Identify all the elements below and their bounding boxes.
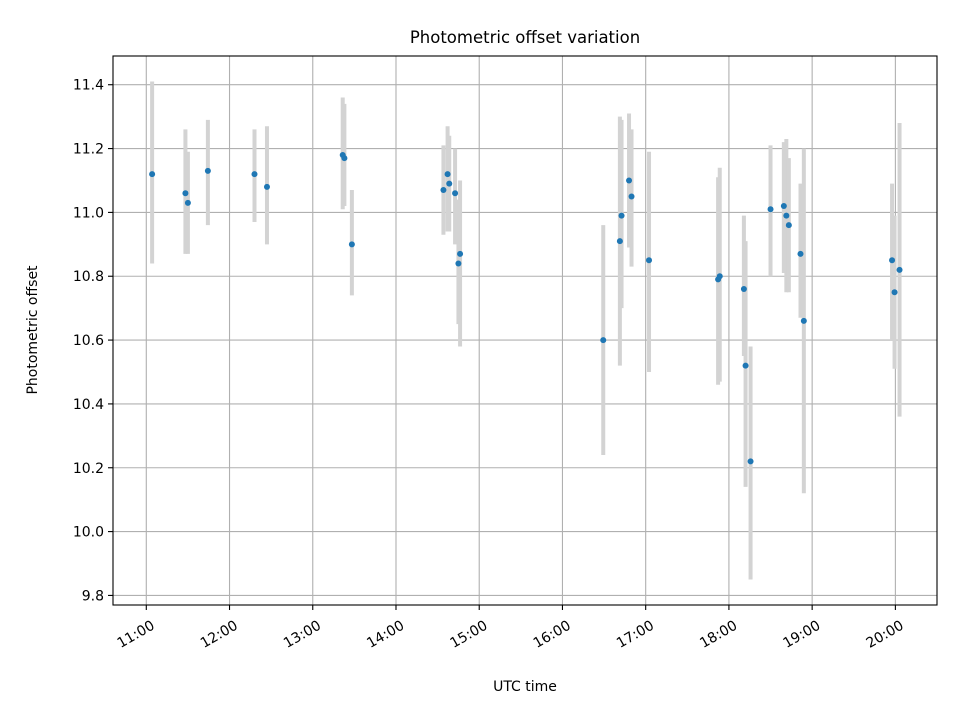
data-point: [444, 171, 451, 178]
data-point: [341, 155, 348, 162]
data-point: [747, 458, 754, 465]
data-point: [626, 177, 633, 184]
data-point: [889, 257, 896, 264]
data-point: [600, 337, 607, 344]
data-point: [797, 250, 804, 257]
x-axis-label: UTC time: [493, 679, 557, 695]
y-axis-ticks: 9.8 10.0 10.2 10.4 10.6 10.8 11.0 11.2 11.4: [73, 78, 113, 604]
data-point: [767, 206, 774, 213]
y-tick-label: 10.8: [73, 269, 104, 285]
data-point: [740, 286, 747, 293]
data-point: [891, 289, 898, 296]
x-tick-label: 11:00: [115, 618, 158, 652]
y-tick-label: 10.2: [73, 461, 104, 477]
y-tick-label: 11.4: [73, 78, 104, 94]
data-point: [348, 241, 355, 248]
data-point: [263, 183, 270, 190]
y-gridlines: [113, 84, 937, 596]
data-point: [785, 222, 792, 229]
x-axis-ticks: 11:00 12:00 13:00 14:00 15:00 16:00 17:00 18:00…: [115, 605, 907, 652]
data-point: [452, 190, 459, 197]
y-tick-label: 9.8: [82, 588, 104, 604]
y-axis-label: Photometric offset: [25, 265, 41, 395]
data-point: [251, 171, 258, 178]
data-point: [780, 203, 787, 210]
x-tick-label: 13:00: [281, 618, 324, 652]
data-point: [455, 260, 462, 267]
data-points: [149, 151, 903, 465]
data-point: [800, 317, 807, 324]
data-point: [896, 266, 903, 273]
x-tick-label: 20:00: [864, 618, 907, 652]
x-tick-label: 16:00: [531, 618, 574, 652]
x-tick-label: 12:00: [198, 618, 241, 652]
x-tick-label: 17:00: [614, 618, 657, 652]
x-tick-label: 19:00: [780, 618, 823, 652]
y-tick-label: 10.6: [73, 333, 104, 349]
data-point: [149, 171, 156, 178]
x-tick-label: 15:00: [448, 618, 491, 652]
data-point: [440, 187, 447, 194]
y-tick-label: 11.2: [73, 142, 104, 158]
error-bars: [150, 81, 902, 580]
plot-frame: [112, 55, 938, 606]
data-point: [742, 362, 749, 369]
y-tick-label: 11.0: [73, 205, 104, 221]
y-tick-label: 10.4: [73, 397, 104, 413]
data-point: [182, 190, 189, 197]
data-point: [457, 250, 464, 257]
x-gridlines: [145, 56, 896, 605]
data-point: [446, 180, 453, 187]
data-point: [204, 167, 211, 174]
x-tick-label: 14:00: [364, 618, 407, 652]
data-point: [646, 257, 653, 264]
x-tick-label: 18:00: [697, 618, 740, 652]
data-point: [616, 238, 623, 245]
data-point: [628, 193, 635, 200]
data-point: [716, 273, 723, 280]
chart-title: Photometric offset variation: [410, 28, 640, 47]
data-point: [783, 212, 790, 219]
y-tick-label: 10.0: [73, 525, 104, 541]
data-point: [184, 199, 191, 206]
data-point: [618, 212, 625, 219]
